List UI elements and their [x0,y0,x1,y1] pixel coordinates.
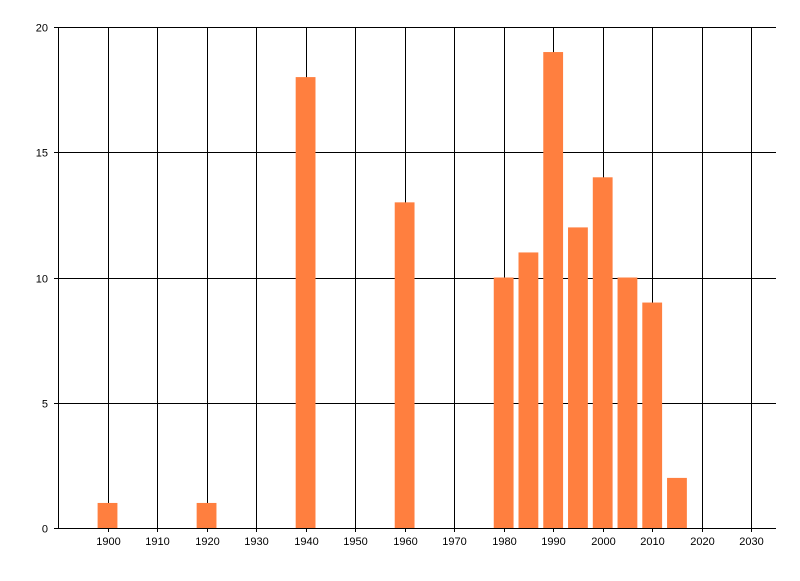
bar-1990 [543,52,564,529]
x-tick-label-1910: 1910 [145,536,169,548]
bar-1960 [394,202,415,528]
x-tick-label-1990: 1990 [541,536,565,548]
x-tick-label-2010: 2010 [640,536,664,548]
bar-2000 [592,177,613,529]
x-tick-label-1960: 1960 [393,536,417,548]
bar-1900 [97,502,118,528]
y-tick-label-20: 20 [36,23,48,35]
x-tick-label-2020: 2020 [690,536,714,548]
tick-labels: 0 5 10 15 20 1900 1910 1920 1930 1940 1950 1960 1970… [36,23,764,549]
bar-1920 [196,502,217,528]
x-tick-label-1930: 1930 [244,536,268,548]
x-tick-label-1940: 1940 [294,536,318,548]
axes [54,27,776,532]
grid [58,27,776,528]
y-tick-label-0: 0 [42,524,48,536]
x-tick-label-1900: 1900 [96,536,120,548]
bar-1980 [493,277,514,528]
x-tick-label-2000: 2000 [591,536,615,548]
bar-1985 [518,252,539,528]
y-tick-label-5: 5 [42,399,48,411]
x-tick-label-1970: 1970 [442,536,466,548]
x-tick-label-1950: 1950 [343,536,367,548]
x-tick-label-2030: 2030 [739,536,763,548]
bar-1995 [568,227,588,528]
bar-1940 [295,77,316,528]
y-tick-label-15: 15 [36,148,48,160]
x-tick-label-1980: 1980 [492,536,516,548]
y-tick-label-10: 10 [36,274,48,286]
bar-2005 [617,277,638,528]
x-tick-label-1920: 1920 [195,536,219,548]
bars [97,52,687,529]
bar-2015 [667,477,687,528]
bar-2010 [642,302,663,528]
